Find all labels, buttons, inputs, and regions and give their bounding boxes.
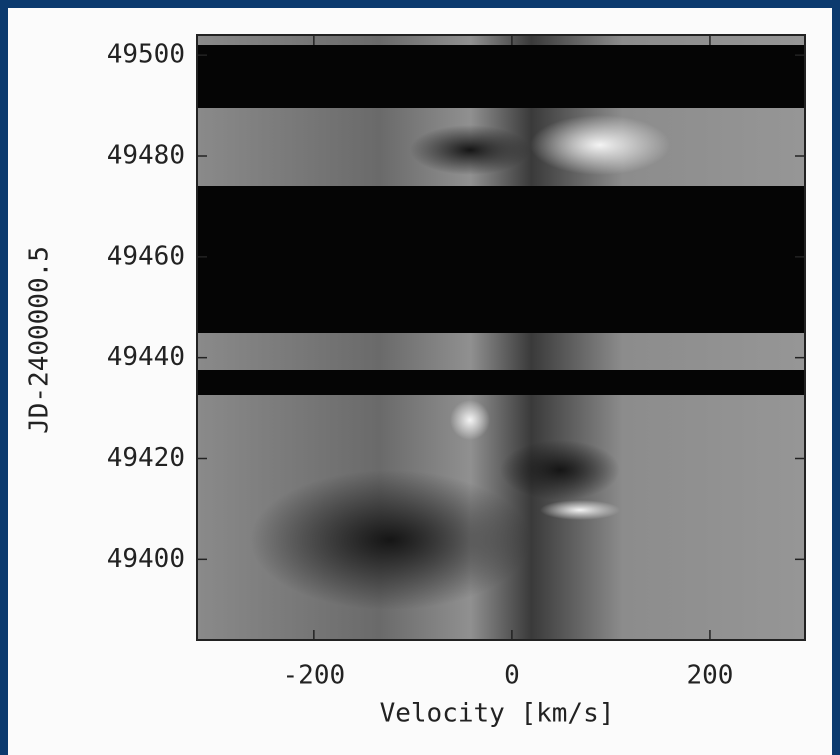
x-axis-label: Velocity [km/s] xyxy=(380,699,615,729)
x-tick-label: 200 xyxy=(686,661,733,691)
y-tick-label: 49420 xyxy=(107,443,185,473)
y-tick-label: 49440 xyxy=(107,342,185,372)
y-tick-label: 49480 xyxy=(107,141,185,171)
x-tick-label: 0 xyxy=(504,661,520,691)
y-tick-label: 49500 xyxy=(107,40,185,70)
y-tick-label: 49460 xyxy=(107,241,185,271)
x-tick-label: -200 xyxy=(283,661,346,691)
spectrogram-image xyxy=(196,34,806,641)
y-tick-label: 49400 xyxy=(107,544,185,574)
y-axis-label: JD-2400000.5 xyxy=(25,246,55,434)
